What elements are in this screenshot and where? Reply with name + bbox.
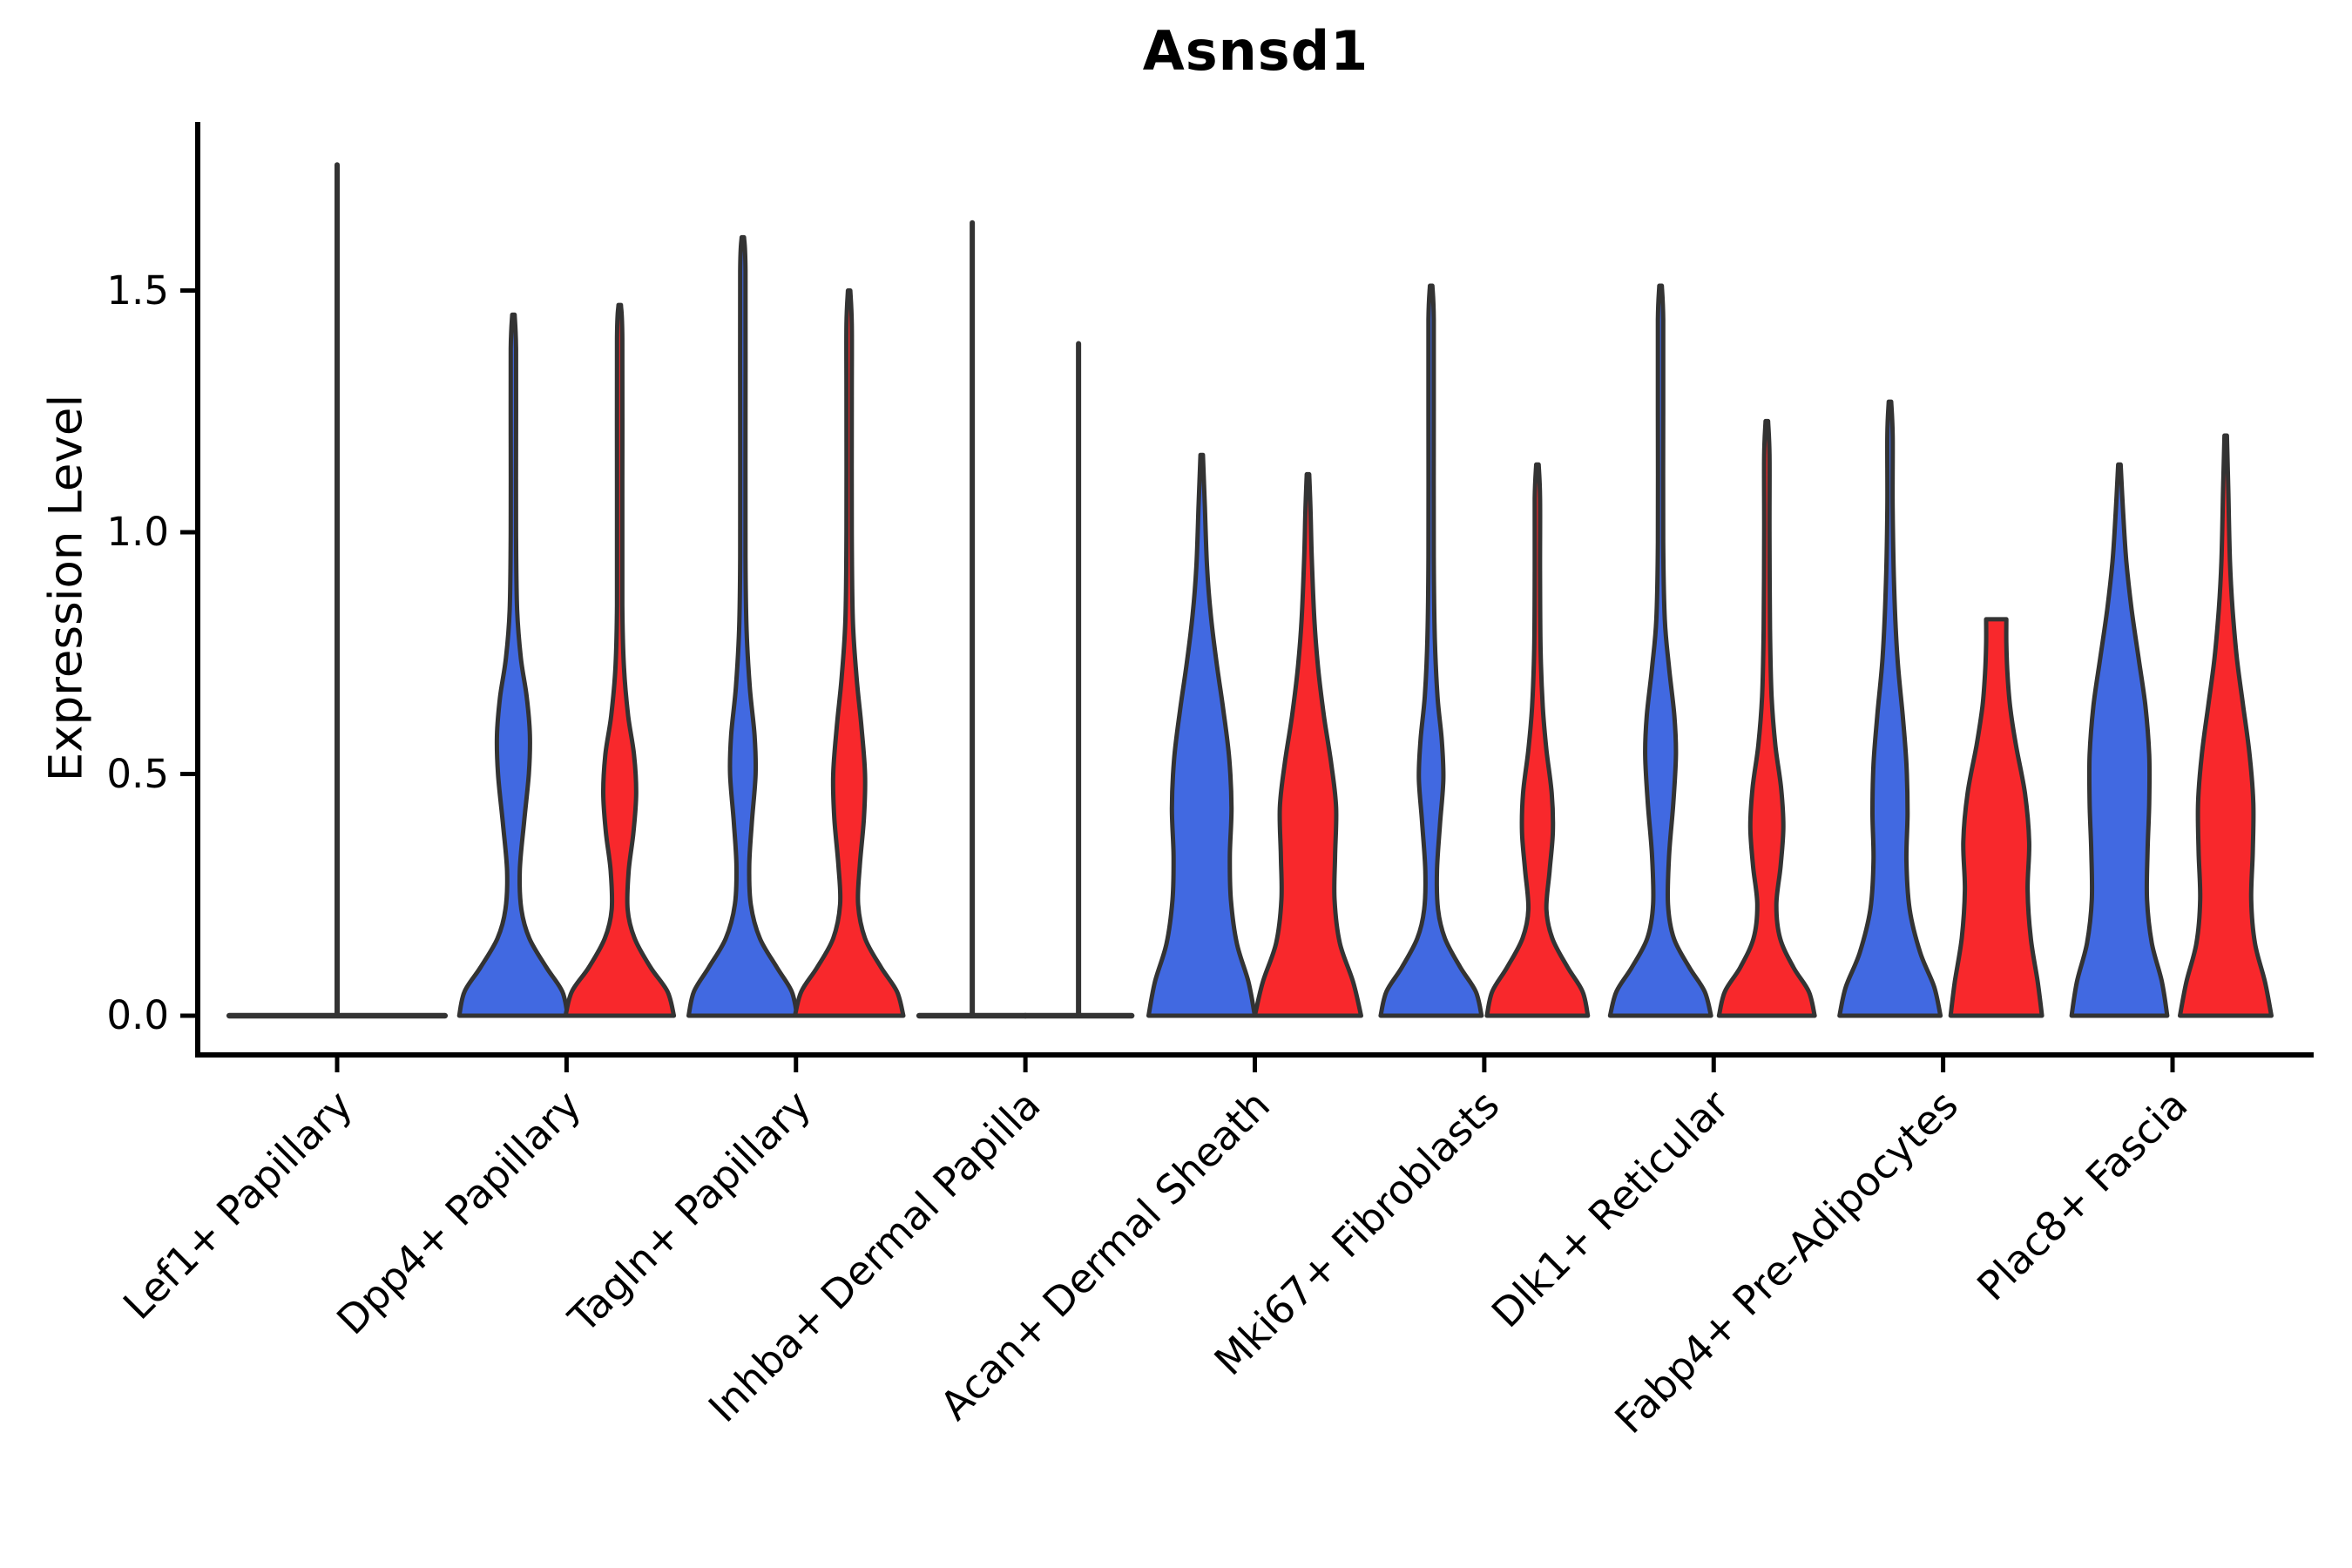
violin-dlk1-reticular-red	[1716, 418, 1817, 1018]
violin-mki67-fibroblasts-blue	[1378, 283, 1484, 1018]
y-tick-label: 1.5	[106, 267, 169, 314]
violin-fabp4-pre-adipocytes-blue	[1837, 399, 1943, 1018]
chart-title: Asnsd1	[1142, 19, 1369, 83]
violin-mki67-fibroblasts-red	[1484, 462, 1591, 1018]
violin-acan-dermal-sheath-blue	[1146, 452, 1257, 1018]
axes-spines	[195, 122, 2314, 1058]
violin-tagln-papillary-blue	[686, 234, 800, 1018]
violin-tagln-papillary-red	[793, 288, 906, 1018]
violin-acan-dermal-sheath-red	[1253, 471, 1363, 1018]
violin-dlk1-reticular-blue	[1607, 283, 1713, 1018]
y-tick-label: 0.5	[106, 750, 169, 797]
violin-fabp4-pre-adipocytes-red	[1948, 617, 2044, 1018]
violin-dpp4-papillary-blue	[456, 312, 571, 1018]
violin-plac8-fascia-blue	[2069, 462, 2170, 1018]
y-tick-label: 0.0	[106, 992, 169, 1038]
violin-plac8-fascia-red	[2178, 433, 2274, 1018]
violin-dpp4-papillary-red	[563, 302, 677, 1018]
y-tick-label: 1.0	[106, 509, 169, 555]
y-axis-label: Expression Level	[39, 394, 93, 782]
